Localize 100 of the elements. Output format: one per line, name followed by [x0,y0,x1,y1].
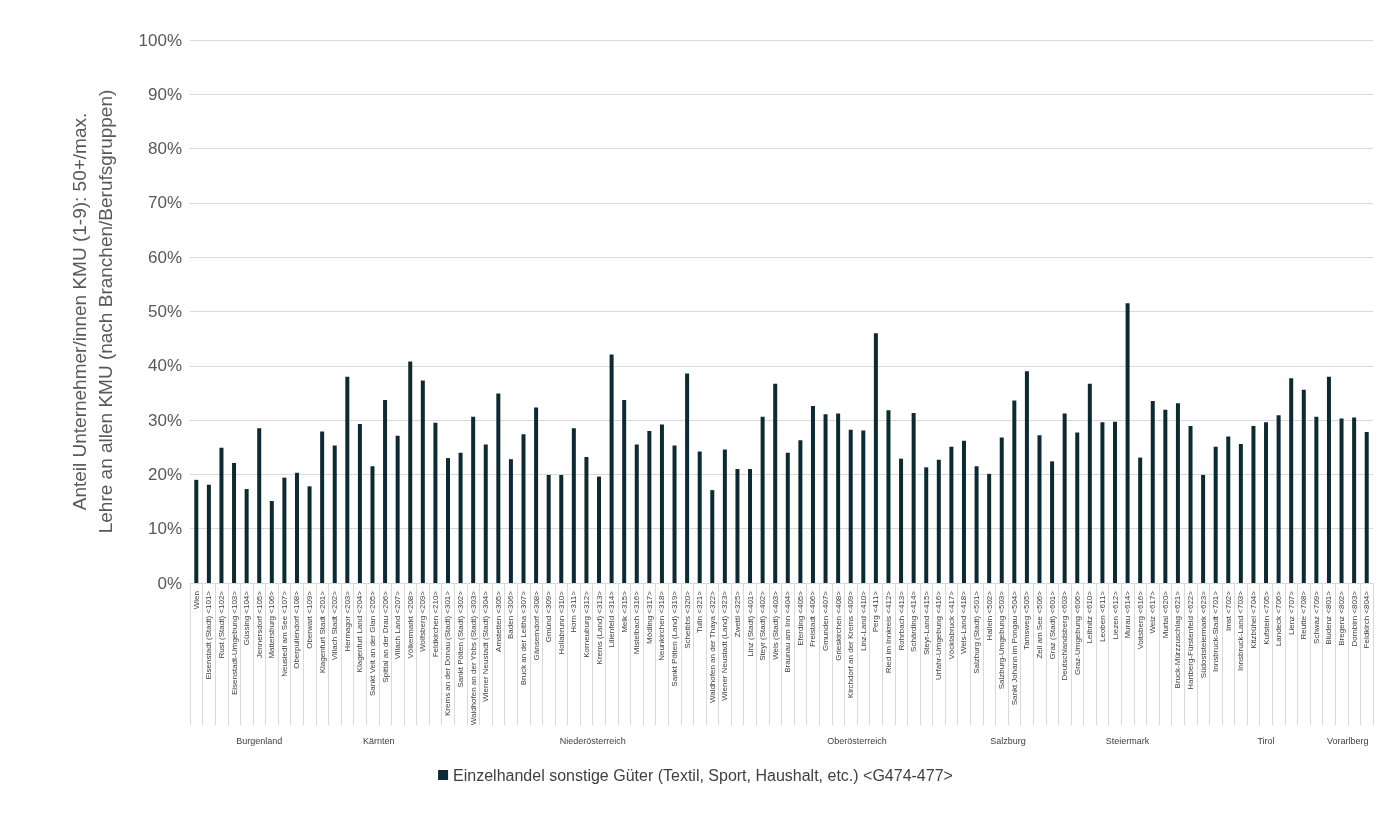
bar [546,474,551,583]
bar [445,458,450,583]
bar [294,472,299,583]
bar [420,380,425,583]
bar [458,452,463,583]
bar [949,446,954,583]
x-tick-label: Völkermarkt <208> [405,590,415,659]
text: Oberösterreich [827,735,887,746]
x-tick-label: Wels-Land <418> [959,590,969,655]
y-tick-label: 100% [138,30,182,50]
bar [1062,413,1067,583]
x-tick-label: Braunau am Inn <404> [783,590,793,673]
bar [483,444,488,583]
bar [1339,418,1344,583]
bar [433,422,438,583]
x-tick-label: Bruck an der Leitha <307> [519,590,529,686]
x-tick-label: Murtal <620> [1160,590,1170,639]
x-tick-label: Neunkirchen <318> [657,590,667,661]
bar [697,451,702,583]
bar [974,466,979,583]
y-tick-label: 50% [147,302,182,321]
bar [798,440,803,583]
bar [685,373,690,583]
bar [597,476,602,583]
x-tick-label: Graz (Stadt) <601> [1047,590,1057,660]
y-tick-label: 10% [147,519,182,539]
bar [1150,401,1155,583]
bar [659,424,664,583]
x-tick-label: Sankt Pölten (Land) <319> [670,590,680,687]
bar [383,400,388,583]
bar [773,383,778,583]
bar [911,413,916,583]
x-tick-label: Rust (Stadt) <102> [216,590,226,659]
x-tick-label: Gmünd <309> [544,590,554,643]
bar [571,428,576,583]
x-tick-label: Landeck <706> [1274,590,1284,647]
text: Salzburg [990,735,1026,746]
x-tick-label: Krems an der Donau (Stadt) <301> [443,590,453,716]
x-tick-label: Klagenfurt Land <204> [355,590,365,673]
x-tick-label: Urfahr-Umgebung <416> [934,590,944,680]
x-tick-label: Tamsweg <505> [1022,590,1032,650]
bar [810,405,815,583]
x-tick-label: Dornbirn <803> [1349,590,1359,647]
x-tick-label: Imst <702> [1223,590,1233,632]
x-tick-label: Scheibbs <320> [682,590,692,649]
x-tick-label: Perg <411> [871,590,881,633]
y-axis-title: Anteil Unternehmer/innen KMU (1-9): 50+/max. Lehre an allen KMU (nach Branchen/Berufsgruppen) [68,89,116,534]
bar [257,428,262,583]
x-tick-label: Feldkirch <804> [1362,590,1372,649]
bar [232,463,237,583]
y-tick-label: 60% [147,247,182,267]
x-tick-label: Linz-Land <410> [858,590,868,652]
x-tick-label: Sankt Veit an der Glan <205> [367,590,377,696]
bar [370,466,375,583]
x-tick-label: Reutte <708> [1299,590,1309,640]
x-tick-label: Amstetten <305> [493,590,503,652]
x-tick-label: Grieskirchen <408> [833,590,843,661]
bar [1087,383,1092,583]
bar [345,376,350,583]
bar [1238,443,1243,583]
x-tick-label: Südoststeiermark <623> [1198,590,1208,679]
x-tick-label: Villach Land <207> [393,590,403,660]
x-tick-label: Wiener Neustadt (Land) <323> [720,590,730,701]
bar [1213,446,1218,583]
x-tick-label: Eisenstadt (Stadt) <101> [204,590,214,680]
bar [961,440,966,583]
x-tick-label: Deutschlandsberg <603> [1060,590,1070,681]
x-tick-label: Mödling <317> [644,590,654,644]
x-tick-label: Feldkirchen <210> [430,590,440,658]
bar [848,429,853,583]
x-tick-label: Lilienfeld <314> [607,590,617,648]
x-tick-label: Güssing <104> [242,590,252,646]
x-tick-label: Kitzbühel <704> [1248,590,1258,649]
bar [647,430,652,583]
bar [534,407,539,583]
y-tick-label: 40% [147,356,182,376]
x-tick-label: Voitsberg <616> [1135,590,1145,650]
x-tick-label: Hollabrunn <310> [556,590,566,655]
bar [508,459,513,583]
x-tick-label: Steyr-Land <415> [921,590,931,656]
x-tick-label: Murau <614> [1123,590,1133,639]
x-tick-label: Bruck-Mürzzuschlag <621> [1173,590,1183,689]
bar [924,467,929,583]
bar [244,489,249,583]
x-tick-label: Innsbruck-Stadt <701> [1211,590,1221,672]
x-tick-label: Kirchdorf an der Krems <409> [846,590,856,699]
bar [1276,415,1281,583]
bar [1163,409,1168,583]
x-tick-label: Schwaz <709> [1311,590,1321,644]
x-tick-label: Mattersburg <106> [267,590,277,659]
y-tick-label: 90% [147,84,182,104]
bar [395,435,400,583]
x-tick-label: Salzburg (Stadt) <501> [972,590,982,674]
x-tick-label: Korneuburg <312> [581,590,591,658]
bar [1138,457,1143,583]
x-tick-label: Horn <311> [569,590,579,633]
bar [1251,426,1256,583]
bar [1100,422,1105,583]
bar [886,410,891,583]
bar [559,474,564,583]
